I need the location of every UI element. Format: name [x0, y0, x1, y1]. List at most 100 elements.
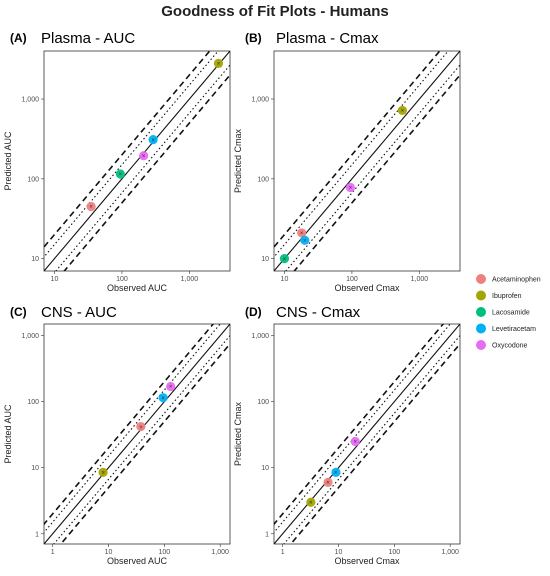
x-tick-label: 10 — [51, 276, 59, 283]
x-tick-label: 1 — [281, 549, 285, 556]
y-tick-label: 1 — [35, 531, 39, 538]
panel-title: Plasma - Cmax — [276, 30, 379, 47]
data-point-lacosamide — [115, 169, 126, 179]
lower-1-5-fold-line — [53, 334, 230, 544]
upper-1-5-fold-line — [44, 51, 219, 258]
unity-line — [274, 324, 460, 544]
data-point-marker: × — [217, 62, 221, 68]
data-point-marker: × — [401, 109, 405, 115]
data-point-marker: × — [349, 186, 353, 192]
y-tick-label: 100 — [257, 176, 269, 183]
data-point-marker: × — [326, 481, 330, 487]
data-point-marker: × — [300, 231, 304, 237]
x-tick-label: 1,000 — [411, 276, 429, 283]
data-point-lacosamide — [279, 254, 290, 264]
legend-key-acetaminophen — [476, 274, 486, 284]
panel-title: Plasma - AUC — [41, 30, 135, 47]
y-axis-label: Predicted AUC — [3, 131, 13, 191]
y-tick-label: 1 — [265, 531, 269, 538]
data-point-marker: × — [119, 172, 123, 178]
panel-letter: (D) — [245, 305, 262, 319]
y-tick-label: 100 — [27, 176, 39, 183]
unity-line — [44, 324, 230, 544]
x-tick-label: 10 — [105, 549, 113, 556]
x-tick-label: 100 — [158, 549, 170, 556]
data-point-marker: × — [283, 257, 287, 263]
lower-1-5-fold-line — [283, 334, 460, 544]
data-point-acetaminophen — [136, 421, 146, 432]
y-tick-label: 1,000 — [21, 333, 39, 340]
data-point-levetiracetam — [300, 235, 310, 245]
data-point-oxycodone — [166, 381, 176, 392]
data-point-levetiracetam — [158, 393, 168, 403]
data-point-acetaminophen — [86, 201, 96, 212]
x-tick-label: 1,000 — [211, 549, 229, 556]
x-axis-label: Observed Cmax — [334, 283, 400, 293]
x-tick-label: 1,000 — [441, 549, 459, 556]
y-tick-label: 1,000 — [21, 97, 39, 104]
panel-title: CNS - AUC — [41, 304, 117, 321]
x-axis-label: Observed Cmax — [334, 556, 400, 566]
panel-4: (D) CNS - Cmax 1 1 10 10 100 100 1,000 1,000 Obser… — [233, 304, 461, 566]
reference-lines — [44, 324, 230, 544]
y-tick-label: 10 — [261, 465, 269, 472]
data-point-marker: × — [303, 238, 307, 244]
x-tick-label: 10 — [335, 549, 343, 556]
legend-key-ibuprofen — [476, 290, 486, 301]
y-axis-label: Predicted Cmax — [233, 401, 243, 466]
legend-label: Acetaminophen — [492, 277, 541, 284]
upper-2-fold-line — [274, 324, 445, 526]
data-point-marker: × — [354, 440, 358, 446]
panel-3: (C) CNS - AUC 1 1 10 10 100 100 1,000 1,000 Observ… — [3, 304, 231, 566]
legend-key-levetiracetam — [476, 323, 486, 334]
y-tick-label: 100 — [257, 399, 269, 406]
lower-2-fold-line — [293, 73, 460, 271]
upper-2-fold-line — [274, 51, 441, 249]
data-point-ibuprofen — [397, 105, 407, 116]
panel-2: (B) Plasma - Cmax 10 10 100 100 1,000 1,000 Obse… — [233, 30, 461, 293]
figure-title: Goodness of Fit Plots - Humans — [161, 3, 389, 20]
x-tick-label: 100 — [388, 549, 400, 556]
upper-1-5-fold-line — [274, 51, 449, 258]
upper-2-fold-line — [44, 51, 211, 249]
data-point-acetaminophen — [323, 477, 333, 487]
data-point-marker: × — [142, 154, 146, 160]
y-axis-label: Predicted Cmax — [233, 128, 243, 193]
reference-lines — [274, 324, 460, 544]
y-tick-label: 100 — [27, 399, 39, 406]
x-axis-label: Observed AUC — [107, 556, 168, 566]
panel-1: (A) Plasma - AUC 10 10 100 100 1,000 1,000 Obser… — [3, 30, 231, 293]
upper-1-5-fold-line — [274, 324, 451, 534]
legend-label: Ibuprofen — [492, 293, 522, 300]
data-point-marker: × — [334, 471, 338, 477]
data-point-marker: × — [309, 500, 313, 506]
x-tick-label: 1 — [51, 549, 55, 556]
data-point-marker: × — [169, 385, 173, 391]
lower-2-fold-line — [289, 342, 460, 544]
x-axis-label: Observed AUC — [107, 283, 168, 293]
legend: Acetaminophen Ibuprofen Lacosamide Levetira… — [476, 274, 541, 350]
lower-2-fold-line — [63, 73, 230, 271]
data-point-ibuprofen — [306, 497, 316, 507]
x-tick-label: 100 — [346, 276, 358, 283]
data-point-ibuprofen — [98, 467, 108, 477]
x-tick-label: 10 — [281, 276, 289, 283]
data-point-marker: × — [151, 138, 155, 144]
x-tick-label: 1,000 — [181, 276, 199, 283]
data-point-marker: × — [161, 396, 165, 402]
legend-key-oxycodone — [476, 340, 486, 350]
y-tick-label: 10 — [261, 256, 269, 263]
panel-letter: (A) — [10, 31, 27, 45]
y-tick-label: 10 — [31, 465, 39, 472]
data-point-marker: × — [139, 425, 143, 431]
legend-label: Lacosamide — [492, 310, 530, 317]
data-point-marker: × — [89, 205, 93, 211]
panel-letter: (C) — [10, 305, 27, 319]
lower-2-fold-line — [59, 342, 230, 544]
data-point-levetiracetam — [148, 135, 158, 145]
data-point-acetaminophen — [297, 228, 307, 238]
legend-key-lacosamide — [476, 307, 486, 317]
y-tick-label: 1,000 — [251, 333, 269, 340]
